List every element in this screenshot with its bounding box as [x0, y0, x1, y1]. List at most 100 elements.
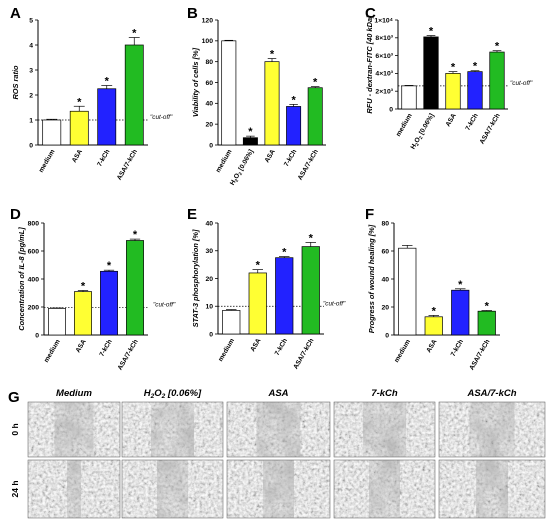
- category-label: ASA/7-kCh: [468, 339, 491, 372]
- cutoff-label: "cut-off": [153, 302, 176, 309]
- category-label: ASA: [75, 338, 88, 354]
- panel-letter-C: C: [365, 5, 376, 22]
- chart-A: A 0 1 2 3 4 5 ROS ratio "cut-off" medium * ASA * 7-kC…: [10, 5, 173, 182]
- significance-star: *: [473, 61, 478, 73]
- significance-star: *: [309, 232, 314, 244]
- significance-star: *: [451, 62, 456, 74]
- category-label: ASA: [249, 337, 262, 353]
- chart-B: B 0 20 40 60 80 100 120 Viability of cells [%] me…: [187, 5, 326, 187]
- significance-star: *: [105, 76, 110, 88]
- significance-star: *: [248, 126, 253, 138]
- micrograph-image: [438, 401, 546, 458]
- y-tick-label: 800: [28, 220, 40, 227]
- micrograph-image: [438, 459, 546, 519]
- bar-3: [286, 106, 302, 146]
- bar-1: [248, 272, 267, 335]
- category-label: 7-kCh: [96, 149, 111, 168]
- y-tick-label: 2×10³: [375, 89, 393, 96]
- significance-star: *: [429, 26, 434, 38]
- micrograph-column-label: H2O2 [0.06%]: [144, 388, 202, 400]
- micrograph-image: [226, 459, 331, 519]
- micrograph-image: [333, 401, 436, 458]
- significance-star: *: [282, 247, 287, 259]
- micrograph-image: [27, 401, 121, 458]
- y-tick-label: 8×10³: [375, 35, 393, 42]
- bar-0: [222, 310, 241, 335]
- significance-star: *: [107, 260, 112, 272]
- panel-letter-G: G: [8, 389, 20, 406]
- significance-star: *: [133, 229, 138, 241]
- y-tick-label: 80: [205, 59, 213, 66]
- category-label: ASA: [264, 148, 277, 164]
- bar-2: [275, 257, 294, 335]
- micrograph-image: [27, 459, 121, 519]
- y-tick-label: 80: [381, 220, 389, 227]
- category-label: ASA: [445, 112, 458, 128]
- significance-star: *: [495, 41, 500, 53]
- bar-2: [100, 270, 118, 336]
- y-axis-label: Progress of wound healing [%]: [367, 224, 376, 333]
- y-tick-label: 40: [205, 101, 213, 108]
- category-label: ASA/7-kCh: [292, 338, 315, 371]
- micrograph-image: [226, 401, 331, 458]
- bar-0: [42, 119, 62, 146]
- y-tick-label: 40: [205, 220, 213, 227]
- y-tick-label: 40: [381, 276, 389, 283]
- y-tick-label: 0: [209, 331, 213, 338]
- category-label: H2O2 [0.06%]: [229, 149, 255, 187]
- y-tick-label: 1: [29, 117, 33, 124]
- category-label: 7-kCh: [274, 338, 289, 357]
- y-tick-label: 60: [205, 80, 213, 87]
- bar-2: [451, 289, 470, 336]
- category-label: ASA: [425, 338, 438, 354]
- bar-0: [48, 308, 66, 336]
- significance-star: *: [132, 28, 137, 40]
- y-tick-label: 600: [28, 248, 40, 255]
- category-label: medium: [393, 338, 412, 364]
- bar-2: [445, 73, 461, 110]
- y-tick-label: 4: [29, 42, 33, 49]
- y-tick-label: 100: [202, 38, 214, 45]
- y-axis-label: Viability of cells [%]: [191, 47, 200, 117]
- category-label: ASA/7-kCh: [116, 149, 139, 182]
- y-tick-label: 2: [29, 92, 33, 99]
- category-label: 7-kCh: [450, 339, 465, 358]
- y-axis-label: RFU - dextran-FITC [40 kDa]: [365, 15, 374, 114]
- significance-star: *: [485, 301, 490, 313]
- significance-star: *: [432, 305, 437, 317]
- y-axis-label: Concentration of IL-8 [pg/mL]: [17, 227, 26, 331]
- category-label: 7-kCh: [283, 149, 298, 168]
- panel-letter-E: E: [187, 206, 197, 223]
- significance-star: *: [81, 280, 86, 292]
- y-tick-label: 400: [28, 276, 40, 283]
- category-label: medium: [217, 337, 236, 363]
- bar-2: [264, 61, 280, 146]
- micrograph-image: [333, 459, 436, 519]
- y-tick-label: 0: [389, 106, 393, 113]
- bar-0: [221, 40, 237, 146]
- y-tick-label: 4×10³: [375, 71, 393, 78]
- micrograph-image: [121, 401, 224, 458]
- bar-3: [467, 71, 483, 110]
- y-tick-label: 30: [205, 248, 213, 255]
- significance-star: *: [458, 279, 463, 291]
- bar-1: [74, 291, 92, 336]
- cutoff-label: "cut-off": [150, 114, 173, 121]
- category-label: medium: [215, 148, 234, 174]
- significance-star: *: [291, 94, 296, 106]
- panel-letter-D: D: [10, 206, 21, 223]
- category-label: H2O2 [0.06%]: [410, 113, 436, 151]
- bar-1: [423, 36, 439, 110]
- bar-3: [301, 246, 320, 335]
- chart-F: F 0 20 40 60 80 Progress of wound healing [%] m…: [365, 206, 500, 372]
- bar-3: [124, 44, 144, 146]
- y-axis-label: ROS ratio: [11, 65, 20, 100]
- bar-1: [424, 316, 443, 336]
- micrograph-column-label: 7-kCh: [371, 388, 398, 399]
- significance-star: *: [313, 77, 318, 89]
- category-label: 7-kCh: [465, 113, 480, 132]
- category-label: ASA/7-kCh: [297, 149, 320, 182]
